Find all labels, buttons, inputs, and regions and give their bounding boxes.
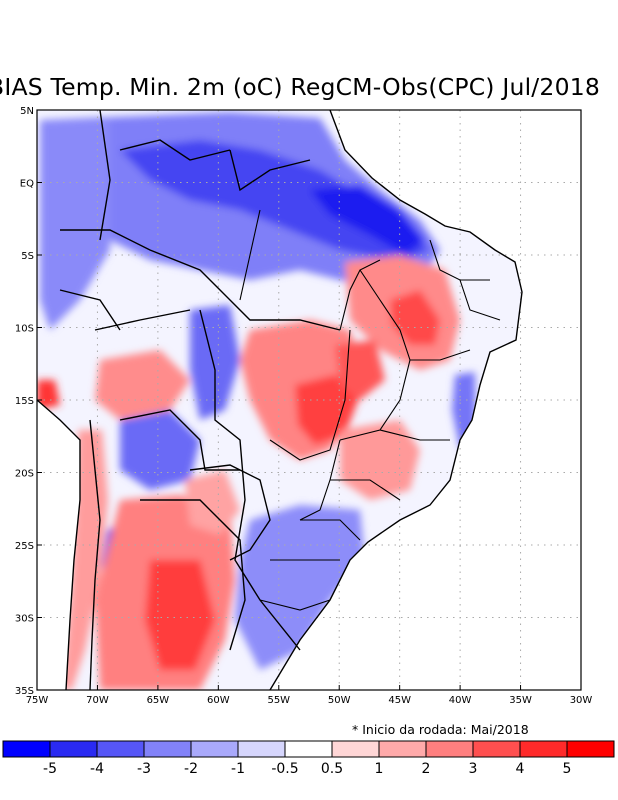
colorbar-box xyxy=(519,740,568,758)
colorbar-label: -4 xyxy=(90,761,104,777)
colorbar-box xyxy=(566,740,615,758)
red-region-paraguay xyxy=(185,470,240,535)
red-core-peru-coast xyxy=(37,380,60,410)
lon-tick-label: 75W xyxy=(26,695,49,706)
run-start-note: * Inicio da rodada: Mai/2018 xyxy=(352,722,529,737)
colorbar-box xyxy=(472,740,521,758)
blue-region-bolivia xyxy=(120,410,200,490)
argentina-border xyxy=(140,499,246,651)
colorbar-box xyxy=(284,740,333,758)
andes-border xyxy=(89,419,101,690)
colorbar-box xyxy=(331,740,380,758)
colorbar-box xyxy=(190,740,239,758)
lon-tick-label: 55W xyxy=(267,695,290,706)
colorbar-label: -5 xyxy=(43,761,57,777)
blue-region-south xyxy=(235,505,365,670)
lat-tick-label: EQ xyxy=(20,179,34,190)
colorbar-label: 1 xyxy=(375,761,384,777)
lat-tick-label: 25S xyxy=(15,541,34,552)
colorbar-label: -1 xyxy=(231,761,245,777)
red-core-northeast xyxy=(390,290,440,345)
colorbar-boxes xyxy=(2,740,615,758)
longitude-axis: 75W 70W 65W 60W 55W 50W 45W 40W 35W 30W xyxy=(26,685,593,706)
colorbar-label: -2 xyxy=(184,761,198,777)
lat-tick-label: 30S xyxy=(15,614,34,625)
brazil-west-border xyxy=(60,229,341,651)
lon-tick-label: 65W xyxy=(147,695,170,706)
colorbar-labels: -5 -4 -3 -2 -1 -0.5 0.5 1 2 3 4 5 xyxy=(43,761,571,777)
colorbar-label: -0.5 xyxy=(271,761,298,777)
blue-core-guianas xyxy=(120,140,430,262)
coastline-pacific xyxy=(37,399,81,690)
red-region-bolivia xyxy=(95,350,190,420)
ocean-pacific xyxy=(37,400,80,690)
colorbar-box xyxy=(96,740,145,758)
colorbar-box xyxy=(425,740,474,758)
map-title: BIAS Temp. Min. 2m (oC) RegCM-Obs(CPC) J… xyxy=(0,73,601,101)
colorbar-label: 0.5 xyxy=(321,761,343,777)
country-boundaries xyxy=(37,110,523,690)
lon-tick-label: 30W xyxy=(570,695,593,706)
colorbar-label: 2 xyxy=(422,761,431,777)
blue-region-west xyxy=(40,120,110,330)
colorbar-label: -3 xyxy=(137,761,151,777)
bias-field xyxy=(37,110,581,690)
lat-tick-label: 5S xyxy=(21,251,34,262)
colorbar-box xyxy=(143,740,192,758)
ocean-atlantic xyxy=(270,110,581,690)
lon-tick-label: 45W xyxy=(388,695,411,706)
colorbar-label: 3 xyxy=(469,761,478,777)
lon-tick-label: 50W xyxy=(328,695,351,706)
lat-tick-label: 35S xyxy=(15,686,34,697)
lon-tick-label: 70W xyxy=(86,695,109,706)
lon-tick-label: 35W xyxy=(509,695,532,706)
latitude-axis: 5N EQ 5S 10S 15S 20S 25S 30S 35S xyxy=(15,106,42,697)
brazil-state-borders xyxy=(239,209,501,611)
lon-tick-label: 40W xyxy=(449,695,472,706)
colorbar-box xyxy=(2,740,51,758)
red-core-argentina xyxy=(145,560,215,670)
lon-tick-label: 60W xyxy=(207,695,230,706)
blue-region-rondonia xyxy=(190,305,240,420)
colorbar-label: 4 xyxy=(516,761,525,777)
colorbar-box xyxy=(378,740,427,758)
paraguay-border xyxy=(189,464,271,561)
red-core-central xyxy=(295,375,360,445)
colorbar-box xyxy=(237,740,286,758)
bolivia-border xyxy=(94,309,240,471)
red-region-chile-coast xyxy=(62,430,108,690)
red-core-tocantins xyxy=(335,340,385,400)
north-borders xyxy=(59,110,311,331)
colorbar-label: 5 xyxy=(563,761,572,777)
lat-tick-label: 15S xyxy=(15,396,34,407)
lat-tick-label: 20S xyxy=(15,469,34,480)
coastline-atlantic xyxy=(269,110,523,690)
lat-tick-label: 5N xyxy=(20,106,34,117)
lat-tick-label: 10S xyxy=(15,324,34,335)
colorbar-box xyxy=(49,740,98,758)
